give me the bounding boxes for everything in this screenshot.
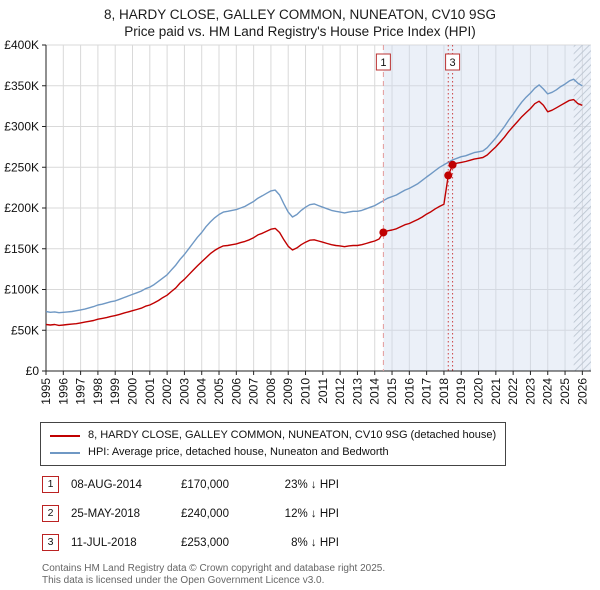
svg-text:2025: 2025 <box>558 378 572 405</box>
chart-footer: Contains HM Land Registry data © Crown c… <box>42 563 600 587</box>
svg-text:2000: 2000 <box>126 378 140 405</box>
sale-number-badge: 2 <box>42 505 59 522</box>
svg-text:2014: 2014 <box>368 378 382 405</box>
property-address-title: 8, HARDY CLOSE, GALLEY COMMON, NUNEATON,… <box>103 7 497 22</box>
sale-price: £240,000 <box>181 507 229 520</box>
legend-item-property: 8, HARDY CLOSE, GALLEY COMMON, NUNEATON,… <box>50 427 496 444</box>
legend-label-property: 8, HARDY CLOSE, GALLEY COMMON, NUNEATON,… <box>88 429 497 441</box>
svg-text:£350K: £350K <box>4 79 39 93</box>
svg-text:2023: 2023 <box>523 378 537 405</box>
svg-text:2006: 2006 <box>229 378 243 405</box>
sale-number-badge: 1 <box>42 476 59 493</box>
svg-text:2010: 2010 <box>299 378 313 405</box>
svg-text:2013: 2013 <box>350 378 364 405</box>
svg-text:1998: 1998 <box>91 378 105 405</box>
svg-text:2022: 2022 <box>506 378 520 405</box>
svg-text:2016: 2016 <box>402 378 416 405</box>
sale-date: 25-MAY-2018 <box>71 507 141 520</box>
sale-row: 3 11-JUL-2018 £253,000 8% ↓ HPI <box>42 534 600 551</box>
price-history-chart: £0 £50K £100K £150K £200K £250K £300K £350K £400… <box>4 40 591 405</box>
sale-number-badge: 3 <box>42 534 59 551</box>
svg-text:3: 3 <box>450 57 456 69</box>
svg-text:2001: 2001 <box>143 378 157 405</box>
svg-text:£100K: £100K <box>4 283 39 297</box>
svg-text:2009: 2009 <box>281 378 295 405</box>
sale-price: £170,000 <box>181 478 229 491</box>
sale-price: £253,000 <box>181 536 229 549</box>
svg-text:2026: 2026 <box>575 378 589 405</box>
svg-text:£0: £0 <box>26 364 40 378</box>
chart-header: 8, HARDY CLOSE, GALLEY COMMON, NUNEATON,… <box>0 0 600 40</box>
copyright-notice: Contains HM Land Registry data © Crown c… <box>42 563 386 574</box>
svg-text:2017: 2017 <box>420 378 434 405</box>
property-line-swatch <box>50 434 80 437</box>
sale-row: 1 08-AUG-2014 £170,000 23% ↓ HPI <box>42 476 600 493</box>
sales-table: 1 08-AUG-2014 £170,000 23% ↓ HPI 2 25-MA… <box>42 476 600 551</box>
svg-text:2019: 2019 <box>454 378 468 405</box>
sale-hpi-diff: 8% ↓ HPI <box>291 536 339 549</box>
sale-date: 08-AUG-2014 <box>71 478 142 491</box>
legend-item-hpi: HPI: Average price, detached house, Nune… <box>50 444 496 461</box>
svg-text:1996: 1996 <box>56 378 70 405</box>
svg-text:2004: 2004 <box>195 378 209 405</box>
svg-text:2018: 2018 <box>437 378 451 405</box>
svg-text:£400K: £400K <box>4 40 39 52</box>
svg-text:2012: 2012 <box>333 378 347 405</box>
svg-text:£200K: £200K <box>4 201 39 215</box>
svg-text:1995: 1995 <box>39 378 53 405</box>
svg-text:1: 1 <box>380 57 386 69</box>
sale-row: 2 25-MAY-2018 £240,000 12% ↓ HPI <box>42 505 600 522</box>
svg-text:£50K: £50K <box>11 323 39 337</box>
licence-notice: This data is licensed under the Open Gov… <box>42 575 325 586</box>
svg-text:1999: 1999 <box>108 378 122 405</box>
svg-text:2020: 2020 <box>472 378 486 405</box>
sale-hpi-diff: 23% ↓ HPI <box>284 478 339 491</box>
svg-text:2008: 2008 <box>264 378 278 405</box>
hpi-line-swatch <box>50 451 80 454</box>
svg-text:2002: 2002 <box>160 378 174 405</box>
svg-text:£150K: £150K <box>4 242 39 256</box>
chart-legend: 8, HARDY CLOSE, GALLEY COMMON, NUNEATON,… <box>40 422 507 466</box>
svg-text:1997: 1997 <box>74 378 88 405</box>
sale-date: 11-JUL-2018 <box>71 536 137 549</box>
svg-text:2011: 2011 <box>316 378 330 404</box>
legend-label-hpi: HPI: Average price, detached house, Nune… <box>88 446 389 458</box>
svg-text:2007: 2007 <box>247 378 261 405</box>
svg-text:2021: 2021 <box>489 378 503 405</box>
svg-text:£250K: £250K <box>4 160 39 174</box>
svg-text:2015: 2015 <box>385 378 399 405</box>
svg-text:2003: 2003 <box>177 378 191 405</box>
svg-text:2024: 2024 <box>541 378 555 405</box>
svg-text:2005: 2005 <box>212 378 226 405</box>
chart-subtitle: Price paid vs. HM Land Registry's House … <box>124 24 476 39</box>
sale-hpi-diff: 12% ↓ HPI <box>284 507 339 520</box>
svg-text:£300K: £300K <box>4 120 39 134</box>
